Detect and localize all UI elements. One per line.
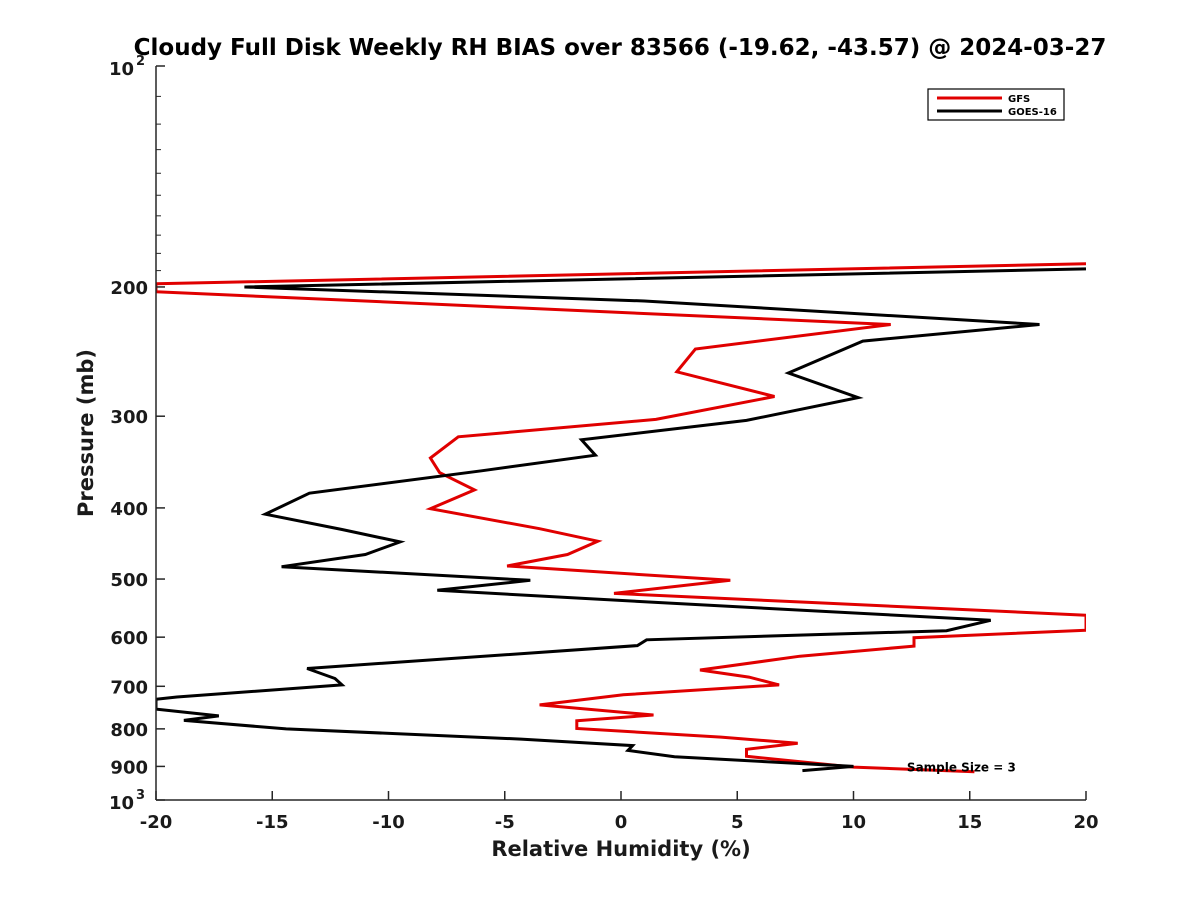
annotation-layer: Sample Size = 3 bbox=[907, 760, 1016, 774]
x-axis-label: Relative Humidity (%) bbox=[491, 837, 750, 861]
x-tick-label: -5 bbox=[495, 812, 515, 833]
x-tick-label: -10 bbox=[372, 812, 405, 833]
y-tick-label: 500 bbox=[110, 570, 148, 591]
x-tick-label: 10 bbox=[841, 812, 866, 833]
series-line-gfs bbox=[156, 262, 1086, 774]
x-tick-label: 15 bbox=[957, 812, 982, 833]
legend-label-goes-16: GOES-16 bbox=[1008, 107, 1057, 118]
x-tick-label: -20 bbox=[140, 812, 173, 833]
y-axis-label: Pressure (mb) bbox=[74, 349, 98, 517]
y-decade-label: 10 bbox=[109, 793, 134, 814]
sample-size-annotation: Sample Size = 3 bbox=[907, 760, 1016, 774]
x-tick-label: -15 bbox=[256, 812, 289, 833]
series-layer bbox=[156, 262, 1086, 774]
series-line-goes-16 bbox=[156, 267, 1086, 773]
y-decade-label: 10 bbox=[109, 59, 134, 80]
legend: GFS GOES-16 bbox=[927, 88, 1065, 121]
chart-title: Cloudy Full Disk Weekly RH BIAS over 835… bbox=[134, 35, 1107, 61]
x-tick-label: 5 bbox=[731, 812, 744, 833]
axes-layer: -20 -15 -10 -5 0 5 10 15 20 200 300 400 500 600 700 800… bbox=[109, 54, 1099, 833]
y-tick-label: 600 bbox=[110, 628, 148, 649]
y-tick-label: 200 bbox=[110, 278, 148, 299]
x-tick-label: 0 bbox=[615, 812, 628, 833]
y-tick-label: 800 bbox=[110, 720, 148, 741]
y-tick-label: 400 bbox=[110, 499, 148, 520]
y-tick-label: 900 bbox=[110, 757, 148, 778]
y-decade-exponent: 3 bbox=[136, 788, 145, 803]
y-decade-exponent: 2 bbox=[136, 54, 145, 69]
legend-box bbox=[927, 88, 1065, 121]
y-tick-label: 700 bbox=[110, 677, 148, 698]
legend-label-gfs: GFS bbox=[1008, 94, 1030, 105]
y-tick-label: 300 bbox=[110, 407, 148, 428]
x-tick-label: 20 bbox=[1073, 812, 1098, 833]
